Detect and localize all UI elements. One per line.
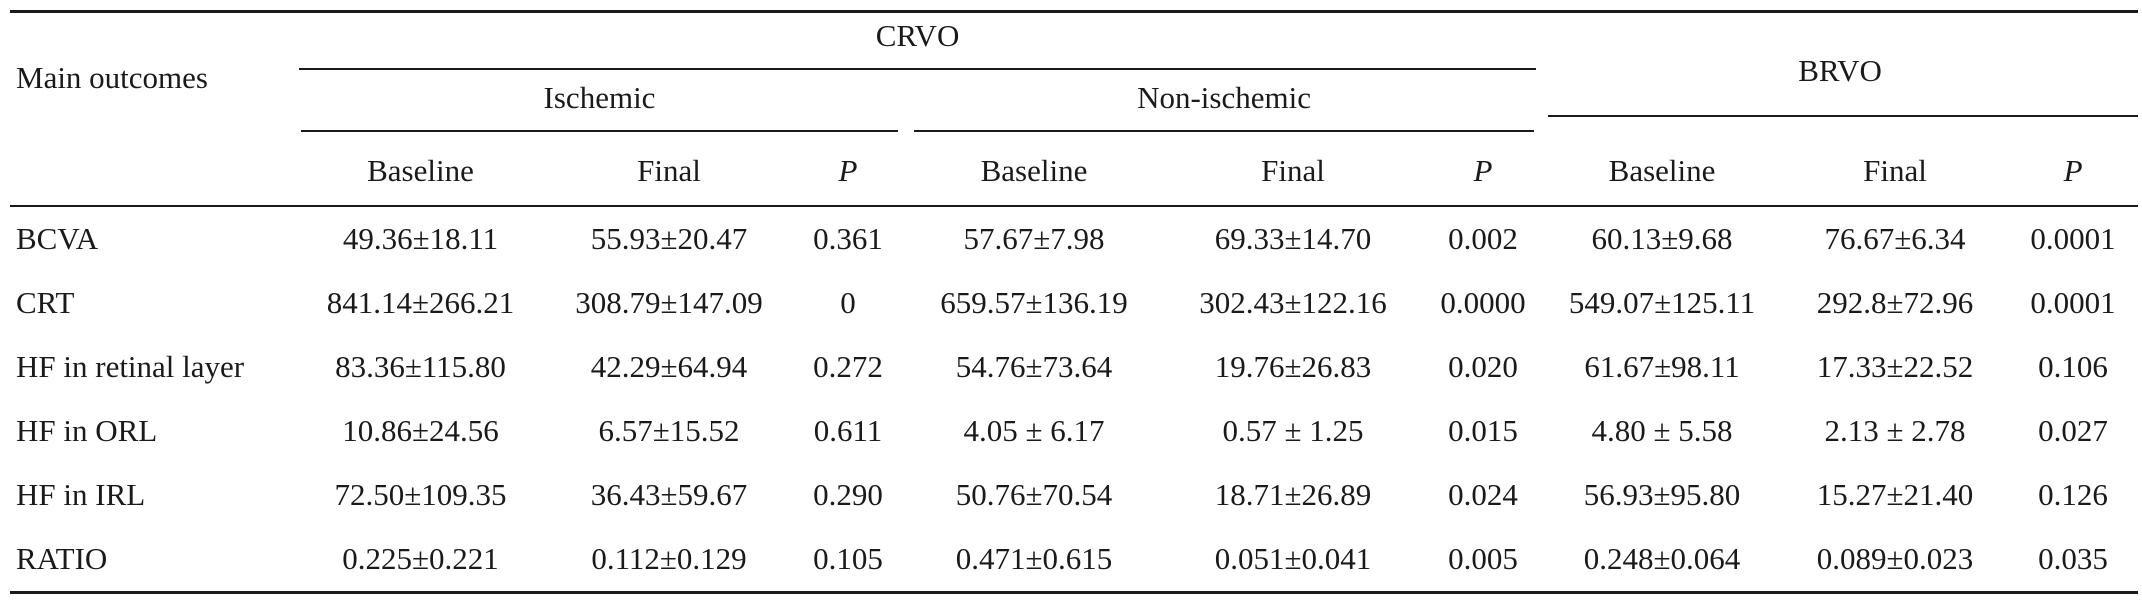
table-cell: 49.36±18.11 bbox=[342, 221, 499, 256]
table-cell: 0.361 bbox=[813, 221, 883, 256]
table-cell: 0.0000 bbox=[1440, 285, 1526, 320]
table-cell: 0.020 bbox=[1448, 349, 1518, 384]
table-cell: 0.089±0.023 bbox=[1816, 541, 1974, 576]
table-cell: 0.272 bbox=[813, 349, 883, 384]
brvo-group-header: BRVO bbox=[1542, 12, 2139, 138]
col-header-baseline: Baseline bbox=[980, 153, 1088, 188]
table-cell: 0.051±0.041 bbox=[1214, 541, 1372, 576]
table-cell: 42.29±64.94 bbox=[590, 349, 748, 384]
table-cell: 72.50±109.35 bbox=[334, 477, 507, 512]
table-cell: 76.67±6.34 bbox=[1824, 221, 1966, 256]
table-cell: 56.93±95.80 bbox=[1583, 477, 1741, 512]
table-cell: 17.33±22.52 bbox=[1816, 349, 1974, 384]
table-cell: 0.0001 bbox=[2030, 285, 2116, 320]
col-header-p: P bbox=[838, 153, 858, 188]
table-cell: 55.93±20.47 bbox=[590, 221, 748, 256]
ischemic-subgroup-header: Ischemic bbox=[293, 75, 906, 137]
col-header-final: Final bbox=[637, 153, 701, 188]
table-cell: 0.105 bbox=[813, 541, 883, 576]
table-cell: 10.86±24.56 bbox=[342, 413, 499, 448]
col-header-p: P bbox=[2063, 153, 2083, 188]
col-header-p: P bbox=[1473, 153, 1493, 188]
table-cell: 0.290 bbox=[813, 477, 883, 512]
main-outcomes-header: Main outcomes bbox=[16, 60, 208, 95]
ischemic-subgroup-label: Ischemic bbox=[301, 80, 898, 132]
table-cell: 6.57±15.52 bbox=[598, 413, 740, 448]
table-cell: 0 bbox=[840, 285, 856, 320]
results-table: Main outcomes CRVO BRVO Ischemic Non-isc… bbox=[10, 10, 2139, 594]
table-cell: 0.0001 bbox=[2030, 221, 2116, 256]
results-table-container: Main outcomes CRVO BRVO Ischemic Non-isc… bbox=[10, 10, 2139, 594]
table-cell: 61.67±98.11 bbox=[1584, 349, 1740, 384]
table-row: RATIO 0.225±0.221 0.112±0.129 0.105 0.47… bbox=[10, 527, 2139, 593]
table-cell: 0.002 bbox=[1448, 221, 1518, 256]
table-cell: 0.611 bbox=[813, 413, 883, 448]
table-cell: 15.27±21.40 bbox=[1816, 477, 1974, 512]
non-ischemic-subgroup-header: Non-ischemic bbox=[906, 75, 1542, 137]
col-header-final: Final bbox=[1863, 153, 1927, 188]
table-cell: 0.015 bbox=[1448, 413, 1518, 448]
table-row: HF in retinal layer 83.36±115.80 42.29±6… bbox=[10, 335, 2138, 399]
table-cell: 4.05 ± 6.17 bbox=[963, 413, 1105, 448]
table-cell: 0.106 bbox=[2038, 349, 2108, 384]
table-row: HF in IRL 72.50±109.35 36.43±59.67 0.290… bbox=[10, 463, 2138, 527]
table-cell: 0.027 bbox=[2038, 413, 2108, 448]
table-cell: 659.57±136.19 bbox=[940, 285, 1128, 320]
table-cell: 841.14±266.21 bbox=[326, 285, 515, 320]
col-header-baseline: Baseline bbox=[367, 153, 474, 188]
row-label: RATIO bbox=[16, 541, 108, 576]
non-ischemic-subgroup-label: Non-ischemic bbox=[914, 80, 1535, 132]
table-cell: 549.07±125.11 bbox=[1568, 285, 1756, 320]
table-cell: 0.126 bbox=[2038, 477, 2108, 512]
table-cell: 0.471±0.615 bbox=[955, 541, 1113, 576]
crvo-group-label: CRVO bbox=[299, 18, 1537, 70]
table-row: BCVA 49.36±18.11 55.93±20.47 0.361 57.67… bbox=[10, 206, 2139, 271]
table-cell: 36.43±59.67 bbox=[590, 477, 748, 512]
brvo-underline bbox=[1548, 115, 2139, 117]
table-cell: 0.005 bbox=[1448, 541, 1518, 576]
row-label: HF in retinal layer bbox=[16, 349, 245, 384]
table-cell: 308.79±147.09 bbox=[575, 285, 763, 320]
table-cell: 0.57 ± 1.25 bbox=[1222, 413, 1364, 448]
col-header-final: Final bbox=[1261, 153, 1325, 188]
table-cell: 0.024 bbox=[1448, 477, 1518, 512]
table-cell: 69.33±14.70 bbox=[1214, 221, 1372, 256]
row-label: HF in ORL bbox=[16, 413, 158, 448]
table-cell: 0.248±0.064 bbox=[1583, 541, 1741, 576]
col-header-baseline: Baseline bbox=[1608, 153, 1716, 188]
table-cell: 60.13±9.68 bbox=[1591, 221, 1733, 256]
table-row: CRT 841.14±266.21 308.79±147.09 0 659.57… bbox=[10, 271, 2138, 335]
table-cell: 0.112±0.129 bbox=[591, 541, 747, 576]
table-cell: 302.43±122.16 bbox=[1199, 285, 1387, 320]
table-cell: 0.225±0.221 bbox=[342, 541, 499, 576]
table-cell: 2.13 ± 2.78 bbox=[1824, 413, 1966, 448]
table-cell: 18.71±26.89 bbox=[1214, 477, 1372, 512]
table-cell: 292.8±72.96 bbox=[1816, 285, 1974, 320]
table-cell: 0.035 bbox=[2038, 541, 2108, 576]
crvo-group-header: CRVO bbox=[293, 12, 1542, 76]
table-cell: 57.67±7.98 bbox=[963, 221, 1105, 256]
table-cell: 4.80 ± 5.58 bbox=[1591, 413, 1733, 448]
brvo-group-label: BRVO bbox=[1798, 53, 1882, 88]
table-cell: 54.76±73.64 bbox=[955, 349, 1113, 384]
row-label: CRT bbox=[16, 285, 75, 320]
table-row: HF in ORL 10.86±24.56 6.57±15.52 0.611 4… bbox=[10, 399, 2138, 463]
row-label: HF in IRL bbox=[16, 477, 146, 512]
table-cell: 83.36±115.80 bbox=[335, 349, 506, 384]
table-cell: 50.76±70.54 bbox=[955, 477, 1113, 512]
row-label: BCVA bbox=[16, 221, 99, 256]
table-cell: 19.76±26.83 bbox=[1214, 349, 1372, 384]
